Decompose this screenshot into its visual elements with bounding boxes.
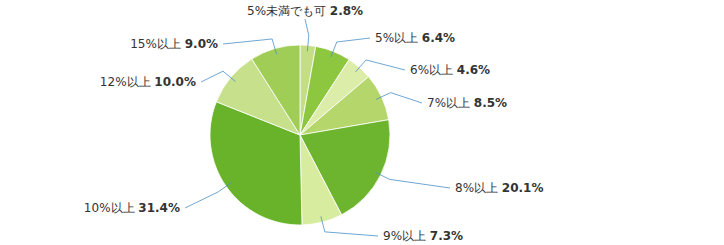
value-label: 20.1%	[502, 181, 544, 195]
chart: 5%未満でも可 2.8%5%以上 6.4%6%以上 4.6%7%以上 8.5%8…	[0, 0, 724, 245]
leader-line	[223, 39, 277, 54]
data-label: 5%以上 6.4%	[375, 31, 455, 45]
value-label: 7.3%	[430, 229, 463, 243]
category-label: 6%以上	[410, 63, 457, 77]
leader-line	[331, 38, 370, 57]
leader-line	[201, 71, 235, 82]
category-label: 7%以上	[427, 96, 474, 110]
leader-line	[321, 216, 378, 236]
value-label: 9.0%	[185, 37, 218, 51]
category-label: 5%未満でも可	[247, 4, 330, 18]
value-label: 6.4%	[422, 31, 455, 45]
data-label: 9%以上 7.3%	[383, 229, 463, 243]
data-label: 6%以上 4.6%	[410, 63, 490, 77]
category-label: 10%以上	[84, 201, 139, 215]
data-label: 15%以上 9.0%	[130, 37, 218, 51]
data-label: 7%以上 8.5%	[427, 96, 507, 110]
pie	[210, 45, 390, 225]
data-label: 5%未満でも可 2.8%	[247, 4, 363, 18]
value-label: 4.6%	[457, 63, 490, 77]
slice	[252, 45, 300, 135]
category-label: 5%以上	[375, 31, 422, 45]
category-label: 15%以上	[130, 37, 185, 51]
data-label: 12%以上 10.0%	[100, 75, 196, 89]
leader-line	[356, 60, 405, 72]
leader-line	[375, 172, 450, 188]
value-label: 2.8%	[330, 4, 363, 18]
value-label: 31.4%	[138, 201, 180, 215]
category-label: 9%以上	[383, 229, 430, 243]
data-label: 8%以上 20.1%	[455, 181, 544, 195]
value-label: 10.0%	[154, 75, 196, 89]
leader-line	[185, 183, 231, 208]
data-label: 10%以上 31.4%	[84, 201, 180, 215]
value-label: 8.5%	[474, 96, 507, 110]
leader-line	[305, 19, 309, 51]
leader-line	[376, 93, 422, 103]
slice	[300, 135, 342, 225]
category-label: 8%以上	[455, 181, 502, 195]
category-label: 12%以上	[100, 75, 155, 89]
